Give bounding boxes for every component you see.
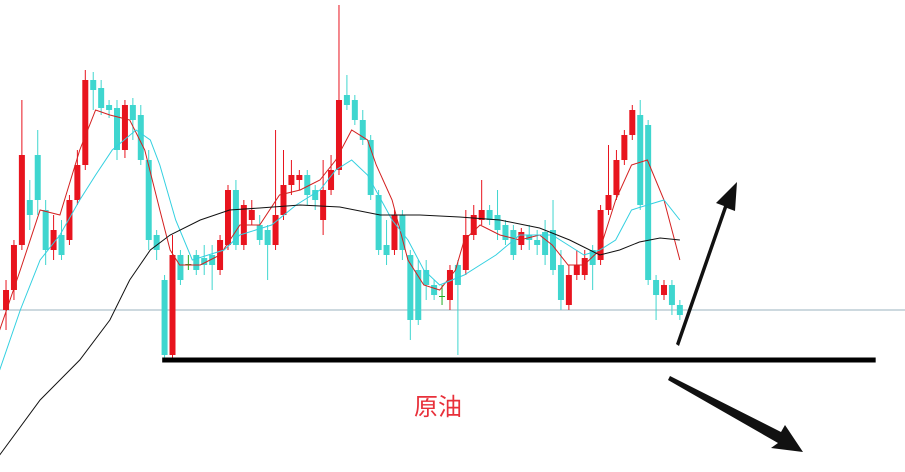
candle-body <box>510 230 517 255</box>
moving-average-line <box>0 129 681 371</box>
candle-body <box>534 240 541 245</box>
candle-body <box>407 255 414 320</box>
candle-body <box>423 270 430 285</box>
candle-body <box>645 125 652 280</box>
candle-body <box>121 105 128 150</box>
candle-body <box>42 210 49 250</box>
candle-body <box>264 230 271 245</box>
candle-body <box>446 270 453 300</box>
candle-body <box>312 190 319 200</box>
candle-body <box>280 185 287 215</box>
candle-body <box>653 280 660 295</box>
candle-body <box>106 105 113 110</box>
candle-body <box>557 265 564 300</box>
candle-body <box>565 275 572 305</box>
candle-body <box>629 110 636 135</box>
candle-body <box>668 285 675 305</box>
candle-body <box>621 135 628 160</box>
candle-body <box>462 235 469 270</box>
candle-body <box>343 95 350 105</box>
candle-body <box>661 285 668 295</box>
candle-body <box>153 235 160 250</box>
candle-body <box>328 170 335 190</box>
annotation: 原油 <box>414 393 462 421</box>
moving-average-line <box>0 204 680 456</box>
candle-body <box>573 265 580 275</box>
candle-body <box>98 88 105 108</box>
candle-body <box>494 215 501 230</box>
candle-body <box>478 210 485 220</box>
candle-body <box>90 80 97 90</box>
candle-body <box>486 210 493 220</box>
candle-body <box>518 232 525 245</box>
candle-body <box>34 155 41 200</box>
candle-body <box>3 290 10 310</box>
candle-body <box>391 215 398 250</box>
candle-body <box>209 255 216 265</box>
candle-body <box>145 160 152 240</box>
down-arrow <box>668 376 803 452</box>
candle-body <box>550 230 557 270</box>
candle-body <box>454 265 461 285</box>
candle-body <box>320 190 327 220</box>
candle-body <box>383 245 390 255</box>
candle-body <box>256 225 263 240</box>
candle-body <box>542 232 549 255</box>
candle-body <box>351 100 358 120</box>
candle-body <box>359 120 366 140</box>
candle-body <box>224 190 231 245</box>
candle-body <box>288 175 295 185</box>
candle-body <box>431 285 438 295</box>
candle-body <box>502 225 509 240</box>
candle-body <box>375 195 382 250</box>
candle-body <box>193 255 200 270</box>
up-arrow <box>676 182 737 346</box>
candle-body <box>161 280 168 355</box>
candle-body <box>66 200 73 240</box>
candle-body <box>82 80 89 165</box>
candle-body <box>597 210 604 260</box>
candle-body <box>10 245 17 290</box>
candle-body <box>581 258 588 275</box>
candle-body <box>169 255 176 355</box>
candle-body <box>415 270 422 320</box>
candle-body <box>676 305 683 315</box>
candle-body <box>129 105 136 120</box>
candle-body <box>114 108 121 150</box>
moving-average-line <box>0 109 681 331</box>
candle-body <box>367 140 374 195</box>
plot-area <box>0 5 905 456</box>
candle-body <box>248 210 255 220</box>
candle-body <box>470 215 477 235</box>
candle-body <box>439 296 446 297</box>
candle-body <box>335 100 342 170</box>
candle-body <box>137 115 144 160</box>
candle-body <box>74 165 81 200</box>
candle-body <box>589 250 596 265</box>
candle-body <box>50 230 57 250</box>
candle-body <box>272 215 279 245</box>
candle-body <box>177 255 184 280</box>
candle-body <box>26 200 33 215</box>
candle-body <box>18 155 25 245</box>
candle-body <box>637 115 644 205</box>
candle-body <box>605 195 612 210</box>
candle-body <box>613 160 620 195</box>
candle-body <box>201 258 208 265</box>
candle-body <box>232 190 239 245</box>
candle-body <box>296 175 303 180</box>
candle-body <box>58 235 65 255</box>
candle-body <box>304 175 311 195</box>
